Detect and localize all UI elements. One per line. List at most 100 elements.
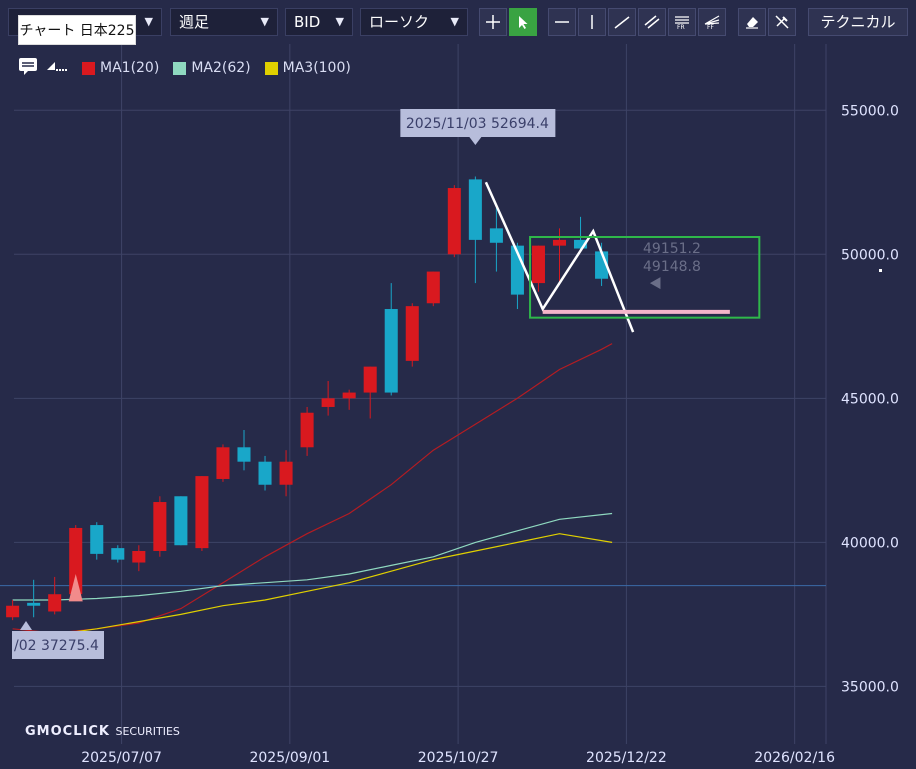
candle-body (69, 527, 83, 595)
toolbar: ▼ 週足 ▼ BID ▼ ローソク ▼ FR FF テクニカル (0, 0, 916, 44)
eraser-icon[interactable] (738, 8, 766, 36)
candle-body (132, 550, 146, 563)
price-label-2: 49148.8 (643, 259, 701, 275)
symbol-tooltip: チャート 日本225 (18, 15, 136, 45)
candle (195, 476, 209, 551)
candle-body (426, 271, 440, 304)
candle (342, 389, 356, 410)
y-tick-label: 45000.0 (841, 391, 899, 407)
trend-line-icon[interactable] (608, 8, 636, 36)
legend-ma2[interactable]: MA2(62) (173, 60, 251, 76)
selection-box (529, 236, 761, 319)
chart-type-label: ローソク (369, 13, 430, 31)
chart-type-select[interactable]: ローソク ▼ (360, 8, 468, 36)
period-label: 週足 (179, 13, 210, 31)
candle (90, 522, 104, 560)
y-tick-label: 55000.0 (841, 103, 899, 119)
candle-body (90, 525, 104, 554)
candle-body (342, 392, 356, 399)
chevron-down-icon: ▼ (450, 15, 459, 28)
pointer-icon[interactable] (509, 8, 537, 36)
y-tick-label: 35000.0 (841, 679, 899, 695)
ma3-line (12, 533, 613, 638)
candle (153, 496, 167, 557)
ma1-swatch (82, 61, 95, 75)
candle-body (48, 594, 62, 612)
candle (384, 283, 398, 396)
candle (405, 303, 419, 367)
candle (6, 599, 20, 621)
ma3-swatch (264, 61, 278, 75)
candle (258, 455, 272, 491)
vertical-line-icon[interactable] (578, 8, 606, 36)
chevron-down-icon: ▼ (144, 15, 153, 28)
x-tick-label: 2026/02/16 (754, 750, 835, 766)
candle-body (237, 447, 251, 462)
candle-body (195, 476, 209, 549)
ma1-label: MA1(20) (100, 60, 160, 76)
candle (300, 406, 314, 456)
svg-text:FR: FR (677, 24, 685, 30)
measure-icon[interactable] (46, 59, 68, 77)
comment-icon[interactable] (18, 57, 38, 79)
candle (237, 430, 251, 471)
candle (216, 444, 230, 482)
horizontal-line-icon[interactable] (548, 8, 576, 36)
candle (447, 185, 461, 258)
candle-body (405, 306, 419, 361)
ma2-label: MA2(62) (191, 60, 251, 76)
technical-button[interactable]: テクニカル (808, 8, 908, 36)
candle-body (216, 447, 230, 479)
price-type-select[interactable]: BID ▼ (285, 8, 353, 36)
ma2-line (12, 512, 613, 601)
candle-body (111, 548, 125, 560)
candle-body (531, 245, 545, 284)
candle (48, 576, 62, 615)
crosshair-icon[interactable] (479, 8, 507, 36)
y-tick-label: 50000.0 (841, 247, 899, 263)
candle-body (384, 309, 398, 393)
low-label: /02 37275.4 (14, 638, 99, 654)
x-tick-label: 2025/09/01 (249, 750, 330, 766)
candle-body (552, 239, 567, 246)
candle-body (153, 502, 167, 551)
candle (27, 579, 41, 618)
legend-ma1[interactable]: MA1(20) (82, 60, 159, 76)
candle (574, 216, 588, 252)
ma3-label: MA3(100) (282, 60, 351, 76)
price-label-1: 49151.2 (643, 241, 701, 257)
ma2-swatch (173, 61, 187, 75)
candle-body (447, 188, 461, 255)
candle-body (321, 398, 335, 407)
hide-drawings-icon[interactable] (768, 8, 796, 36)
candle-body (468, 179, 482, 240)
candle-body (27, 602, 41, 606)
marker-dot (879, 269, 882, 272)
signal-triangle (68, 574, 83, 602)
candle-body (6, 605, 20, 618)
zigzag-trend-line (484, 181, 635, 333)
candle-body (489, 228, 503, 243)
chevron-down-icon: ▼ (260, 15, 269, 28)
fibonacci-retracement-icon[interactable]: FR (668, 8, 696, 36)
candle (531, 245, 545, 292)
candle (174, 496, 188, 546)
y-tick-label: 40000.0 (841, 535, 899, 551)
price-pointer (649, 277, 661, 290)
period-select[interactable]: 週足 ▼ (170, 8, 278, 36)
legend: MA1(20) MA2(62) MA3(100) (18, 57, 365, 79)
candle-body (574, 239, 588, 249)
candle-body (258, 461, 272, 485)
candle (132, 545, 146, 572)
legend-ma3[interactable]: MA3(100) (264, 60, 351, 76)
x-tick-label: 2025/07/07 (81, 750, 162, 766)
ma1-line (12, 343, 613, 634)
price-type-label: BID (294, 13, 321, 31)
candle-body (300, 412, 314, 448)
channel-icon[interactable] (638, 8, 666, 36)
fibonacci-fan-icon[interactable]: FF (698, 8, 726, 36)
candle (363, 366, 377, 419)
svg-text:FF: FF (707, 24, 714, 30)
candle-body (363, 366, 377, 393)
